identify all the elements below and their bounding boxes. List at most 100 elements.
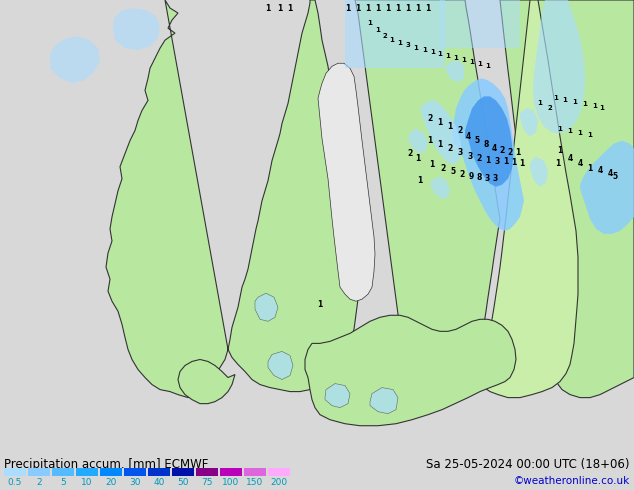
Text: 1: 1 — [600, 105, 604, 111]
Text: 30: 30 — [129, 478, 141, 487]
Text: 1: 1 — [375, 3, 380, 13]
Text: 5: 5 — [612, 172, 618, 181]
Polygon shape — [420, 100, 462, 164]
Text: 1: 1 — [430, 49, 436, 55]
Text: 1: 1 — [562, 98, 567, 103]
Bar — [172, 468, 194, 476]
Text: 1: 1 — [470, 59, 474, 65]
Text: 5: 5 — [450, 167, 456, 176]
Bar — [345, 0, 445, 68]
Text: 2: 2 — [476, 154, 482, 163]
Polygon shape — [50, 36, 100, 83]
Polygon shape — [530, 157, 548, 187]
Text: 4: 4 — [597, 166, 603, 175]
Polygon shape — [325, 384, 350, 408]
Text: 1: 1 — [423, 47, 427, 53]
Bar — [196, 468, 218, 476]
Text: 150: 150 — [247, 478, 264, 487]
Text: 1: 1 — [429, 160, 435, 169]
Text: 4: 4 — [491, 144, 496, 153]
Text: 2: 2 — [427, 114, 432, 123]
Text: 1: 1 — [462, 57, 467, 63]
Text: 8: 8 — [476, 173, 482, 182]
Polygon shape — [318, 63, 375, 301]
Text: 1: 1 — [587, 164, 593, 173]
Text: 0.5: 0.5 — [8, 478, 22, 487]
Polygon shape — [500, 0, 634, 397]
Text: 9: 9 — [469, 172, 474, 181]
Text: Sa 25-05-2024 00:00 UTC (18+06): Sa 25-05-2024 00:00 UTC (18+06) — [427, 458, 630, 471]
Text: 1: 1 — [278, 3, 283, 13]
Text: 4: 4 — [607, 169, 612, 178]
Text: 1: 1 — [356, 3, 361, 13]
Polygon shape — [465, 97, 513, 187]
Text: 2: 2 — [36, 478, 42, 487]
Text: 1: 1 — [503, 157, 508, 166]
Text: 3: 3 — [457, 148, 463, 157]
Text: 1: 1 — [519, 159, 524, 168]
Bar — [124, 468, 146, 476]
Text: 3: 3 — [493, 174, 498, 183]
Text: 1: 1 — [385, 3, 391, 13]
Text: 1: 1 — [437, 118, 443, 127]
Text: 1: 1 — [583, 101, 588, 107]
Text: 1: 1 — [415, 154, 420, 163]
Text: 1: 1 — [346, 3, 351, 13]
Text: 2: 2 — [448, 144, 453, 153]
Polygon shape — [106, 0, 358, 397]
Text: 1: 1 — [557, 146, 562, 155]
Text: 2: 2 — [500, 146, 505, 155]
Polygon shape — [445, 60, 464, 82]
Text: 1: 1 — [557, 125, 562, 131]
Text: 1: 1 — [389, 37, 394, 43]
Polygon shape — [478, 0, 578, 397]
Bar — [220, 468, 242, 476]
Text: 2: 2 — [383, 33, 387, 39]
Text: 1: 1 — [446, 53, 450, 59]
Text: 3: 3 — [484, 174, 489, 183]
Bar — [4, 468, 26, 476]
Text: 8: 8 — [483, 140, 489, 149]
Text: 2: 2 — [457, 126, 463, 135]
Bar — [76, 468, 98, 476]
Text: 1: 1 — [396, 3, 401, 13]
Text: 1: 1 — [266, 3, 271, 13]
Polygon shape — [255, 293, 278, 321]
Text: 1: 1 — [477, 61, 482, 67]
Text: 2: 2 — [408, 149, 413, 158]
Text: 1: 1 — [415, 3, 420, 13]
Text: 1: 1 — [553, 96, 559, 101]
Text: 1: 1 — [538, 100, 543, 106]
Polygon shape — [113, 8, 160, 50]
Text: 1: 1 — [453, 55, 458, 61]
Text: 1: 1 — [567, 127, 573, 134]
Text: 1: 1 — [588, 131, 592, 138]
Text: 1: 1 — [573, 99, 578, 105]
Polygon shape — [178, 360, 235, 404]
Bar — [52, 468, 74, 476]
Text: 20: 20 — [105, 478, 117, 487]
Polygon shape — [268, 351, 293, 380]
Text: 200: 200 — [271, 478, 288, 487]
Text: 10: 10 — [81, 478, 93, 487]
Text: 1: 1 — [405, 3, 411, 13]
Polygon shape — [430, 177, 450, 199]
Text: Precipitation accum. [mm] ECMWF: Precipitation accum. [mm] ECMWF — [4, 458, 209, 471]
Text: 1: 1 — [413, 45, 418, 51]
Polygon shape — [533, 0, 585, 134]
Text: 4: 4 — [578, 159, 583, 168]
Polygon shape — [452, 78, 524, 231]
Text: 1: 1 — [287, 3, 293, 13]
Polygon shape — [370, 388, 398, 414]
Polygon shape — [580, 141, 634, 234]
Text: 2: 2 — [460, 170, 465, 179]
Polygon shape — [408, 128, 428, 154]
Text: 1: 1 — [515, 148, 521, 157]
Text: 3: 3 — [406, 42, 410, 48]
Text: 1: 1 — [425, 3, 430, 13]
Text: 5: 5 — [474, 136, 479, 145]
Text: 1: 1 — [578, 129, 583, 136]
Text: 1: 1 — [365, 3, 371, 13]
Text: 2: 2 — [441, 164, 446, 173]
Bar — [440, 0, 520, 48]
